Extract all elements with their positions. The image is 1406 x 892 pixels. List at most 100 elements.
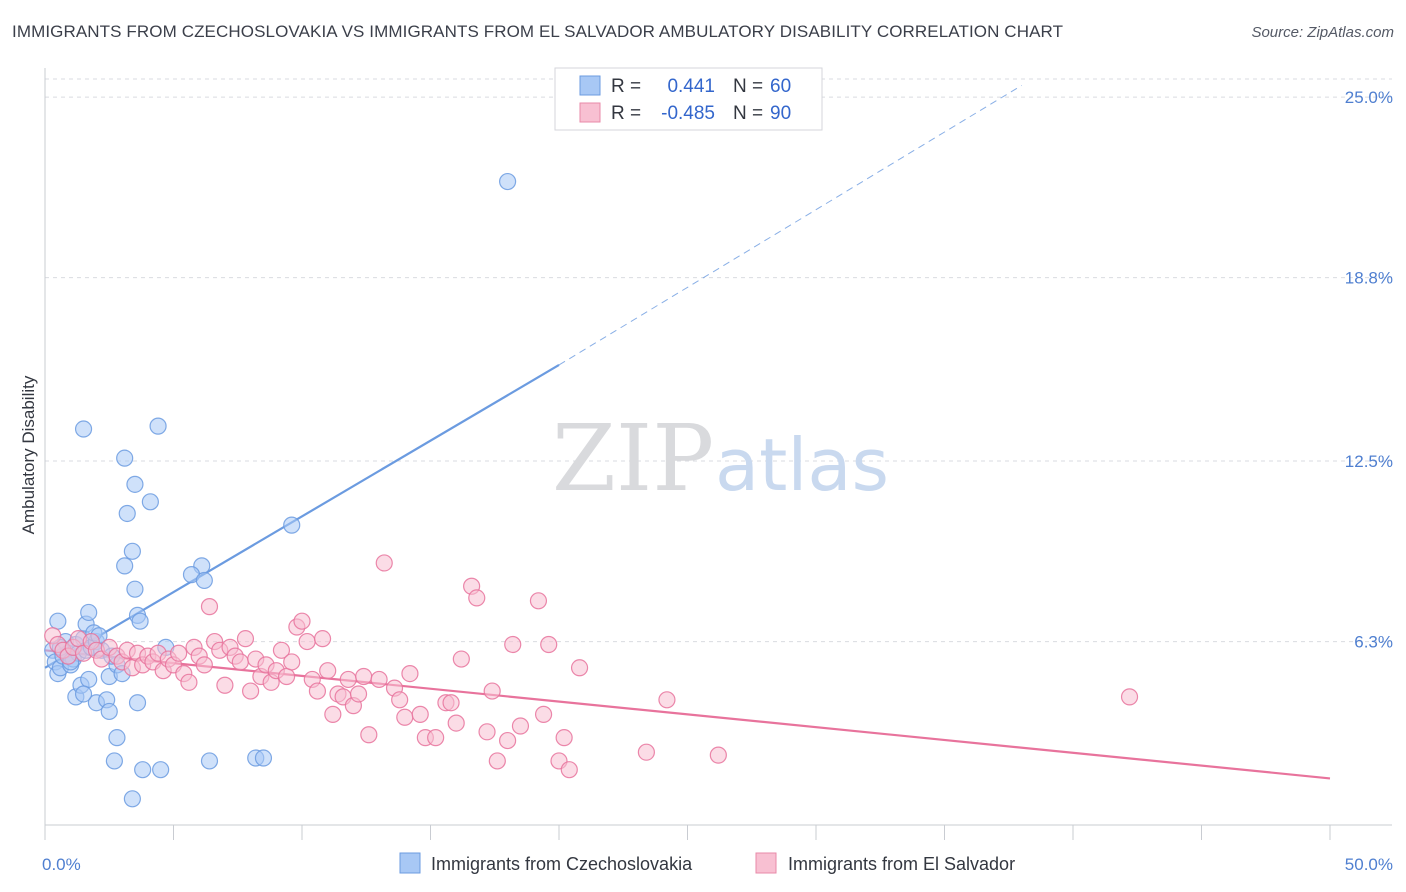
- data-point: [375, 554, 393, 572]
- watermark-atlas: atlas: [715, 423, 889, 507]
- source-credit: Source: ZipAtlas.com: [1251, 24, 1394, 41]
- data-point: [570, 659, 589, 677]
- data-point: [355, 667, 373, 686]
- data-point: [128, 694, 147, 712]
- data-point: [534, 705, 553, 723]
- series-legend-label-czechoslovakia: Immigrants from Czechoslovakia: [431, 854, 693, 874]
- data-point: [511, 717, 530, 735]
- data-point: [49, 612, 67, 630]
- data-point: [499, 172, 517, 191]
- data-point: [468, 589, 486, 607]
- data-point: [272, 641, 291, 659]
- data-point: [126, 580, 144, 598]
- y-axis-label: Ambulatory Disability: [19, 375, 38, 534]
- data-point: [298, 632, 316, 651]
- legend-r-value-2: -0.485: [661, 103, 715, 124]
- legend-r-label-1: R =: [611, 76, 641, 97]
- data-point: [149, 417, 167, 435]
- y-tick-label: 25.0%: [1345, 88, 1393, 107]
- data-point: [452, 650, 470, 668]
- data-point: [74, 685, 93, 703]
- data-point: [105, 752, 123, 770]
- data-point: [499, 731, 517, 750]
- data-point: [319, 662, 337, 680]
- data-point: [283, 653, 301, 671]
- data-point: [200, 752, 219, 770]
- data-point: [483, 682, 501, 700]
- data-point: [118, 504, 136, 523]
- y-tick-label: 18.8%: [1345, 269, 1393, 288]
- data-point: [555, 729, 573, 747]
- data-point: [637, 743, 655, 761]
- data-point: [658, 691, 676, 709]
- data-point: [709, 746, 727, 764]
- data-point: [277, 667, 296, 686]
- series-legend: Immigrants from Czechoslovakia Immigrant…: [399, 852, 1015, 874]
- data-point: [152, 761, 170, 779]
- data-points: [44, 172, 1139, 808]
- data-point: [141, 493, 159, 511]
- series-legend-swatch-czechoslovakia: [399, 852, 421, 874]
- data-point: [216, 676, 234, 694]
- data-point: [442, 694, 460, 712]
- legend-n-value-2: 90: [770, 103, 791, 124]
- y-tick-label: 6.3%: [1354, 633, 1393, 652]
- chart-title: IMMIGRANTS FROM CZECHOSLOVAKIA VS IMMIGR…: [12, 22, 1064, 41]
- data-point: [195, 656, 213, 674]
- legend-r-value-1: 0.441: [667, 76, 715, 97]
- tick-labels: 6.3% 12.5% 18.8% 25.0% 0.0% 50.0%: [42, 88, 1393, 874]
- series-czechoslovakia: [44, 172, 517, 808]
- data-point: [108, 729, 126, 747]
- data-point: [123, 790, 141, 808]
- y-tick-label: 12.5%: [1345, 452, 1393, 471]
- data-point: [254, 749, 273, 767]
- data-point: [427, 729, 445, 747]
- data-point: [100, 702, 118, 721]
- data-point: [116, 449, 134, 467]
- legend-r-label-2: R =: [611, 103, 641, 124]
- trend-line-extension: [558, 85, 1022, 366]
- data-point: [504, 635, 522, 654]
- data-point: [236, 630, 255, 648]
- watermark-zip: ZIP: [552, 405, 714, 512]
- data-point: [242, 682, 260, 700]
- legend-n-label-2: N =: [733, 103, 763, 124]
- series-legend-label-el-salvador: Immigrants from El Salvador: [788, 854, 1015, 874]
- watermark: ZIP atlas: [552, 405, 889, 512]
- data-point: [529, 592, 548, 610]
- data-point: [560, 761, 578, 779]
- data-point: [370, 670, 388, 689]
- data-point: [308, 682, 327, 700]
- axes: [44, 68, 1392, 840]
- data-point: [80, 670, 98, 689]
- data-point: [447, 714, 465, 732]
- data-point: [411, 705, 429, 723]
- data-point: [180, 673, 198, 691]
- data-point: [360, 726, 378, 744]
- data-point: [231, 653, 249, 671]
- data-point: [1120, 688, 1139, 706]
- data-point: [195, 571, 213, 590]
- x-tick-label: 0.0%: [42, 855, 81, 874]
- data-point: [349, 685, 368, 703]
- data-point: [131, 612, 149, 630]
- data-point: [339, 670, 357, 689]
- grid-lines: [45, 78, 1392, 643]
- x-tick-label: 50.0%: [1345, 855, 1393, 874]
- data-point: [324, 705, 342, 723]
- data-point: [396, 708, 414, 726]
- series-legend-swatch-el-salvador: [755, 852, 777, 874]
- legend-n-label-1: N =: [733, 76, 763, 97]
- series-el-salvador: [44, 554, 1139, 779]
- data-point: [123, 542, 141, 560]
- data-point: [283, 516, 301, 534]
- data-point: [401, 664, 419, 683]
- data-point: [488, 752, 506, 770]
- data-point: [478, 723, 496, 741]
- data-point: [391, 691, 409, 709]
- data-point: [74, 420, 93, 438]
- legend-swatch-czechoslovakia: [579, 75, 601, 96]
- data-point: [200, 598, 219, 616]
- legend-n-value-1: 60: [770, 76, 791, 97]
- data-point: [170, 644, 188, 662]
